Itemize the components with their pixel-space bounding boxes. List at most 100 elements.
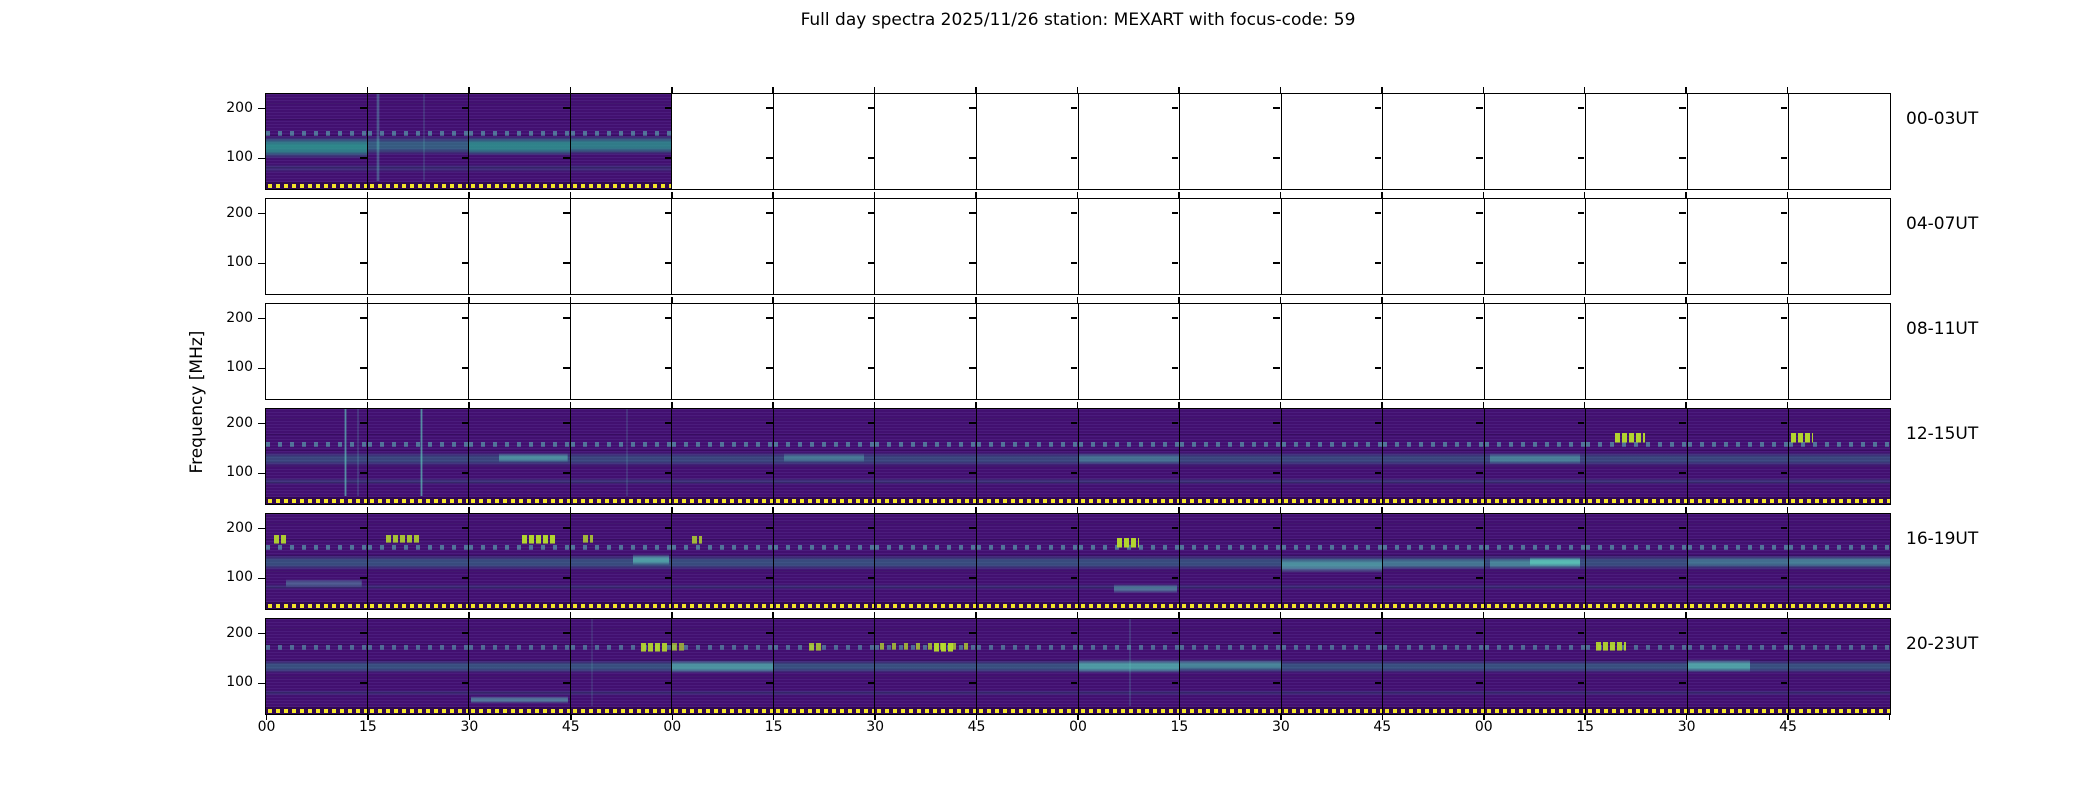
spectra-panel <box>366 94 469 189</box>
y-tick <box>1780 367 1788 369</box>
spectra-panel <box>1382 619 1484 714</box>
spectra-panel <box>1483 514 1586 609</box>
spectra-panel <box>1686 514 1789 609</box>
y-tick <box>360 262 367 264</box>
y-tick <box>461 107 469 109</box>
y-tick-label: 100 <box>226 149 253 166</box>
x-tick <box>671 87 673 93</box>
y-tick <box>969 577 976 579</box>
x-tick-label: 00 <box>1069 719 1087 735</box>
y-tick <box>1171 157 1179 159</box>
y-tick <box>664 577 672 579</box>
spectra-row <box>265 297 1891 400</box>
y-tick <box>1070 157 1077 159</box>
spectra-panel <box>366 199 469 294</box>
spectra-panel <box>1179 304 1281 399</box>
spectra-panel <box>468 409 570 504</box>
x-tick <box>1381 507 1383 513</box>
y-tick <box>360 317 367 319</box>
x-tick <box>975 192 977 198</box>
spectra-panel <box>1179 199 1281 294</box>
y-tick <box>766 212 773 214</box>
y-tick <box>1374 317 1382 319</box>
y-tick <box>1577 527 1585 529</box>
y-tick <box>461 682 469 684</box>
y-tick <box>1171 422 1179 424</box>
x-tick <box>1482 402 1484 408</box>
spectra-panel <box>671 199 773 294</box>
spectra-panel <box>1382 514 1484 609</box>
spectra-panel <box>1686 304 1789 399</box>
y-tick <box>563 682 570 684</box>
y-tick <box>766 107 773 109</box>
x-tick <box>1076 612 1079 618</box>
x-tick <box>468 402 470 408</box>
x-tick <box>468 612 470 618</box>
y-tick <box>563 262 570 264</box>
spectra-panel <box>266 94 367 189</box>
spectra-panel <box>975 409 1078 504</box>
y-tick <box>1070 317 1077 319</box>
y-tick <box>1780 682 1788 684</box>
spectra-panel <box>874 94 976 189</box>
y-tick <box>1070 367 1077 369</box>
y-tick <box>1476 212 1483 214</box>
y-tick <box>969 212 976 214</box>
spectra-panel <box>975 619 1078 714</box>
x-tick <box>1076 507 1079 513</box>
y-tick <box>766 577 773 579</box>
x-tick <box>1583 87 1586 93</box>
y-tick-label: 200 <box>226 309 253 326</box>
y-tick-label: 200 <box>226 204 253 221</box>
y-tick <box>461 212 469 214</box>
spectra-panel <box>1483 619 1586 714</box>
y-tick <box>563 367 570 369</box>
spectra-row <box>265 192 1891 295</box>
y-tick <box>1171 682 1179 684</box>
y-tick <box>1679 107 1686 109</box>
x-tick-label: 15 <box>359 719 377 735</box>
row-label: 08-11UT <box>1906 319 1979 339</box>
x-tick <box>366 87 369 93</box>
x-tick <box>366 507 369 513</box>
spectra-panel <box>266 304 367 399</box>
spectra-panel <box>772 409 875 504</box>
y-tick <box>563 212 570 214</box>
y-tick <box>1070 107 1077 109</box>
y-tick <box>1273 212 1280 214</box>
y-tick <box>766 262 773 264</box>
y-tick <box>360 682 367 684</box>
spectra-panel <box>1788 304 1890 399</box>
spectra-panel <box>874 514 976 609</box>
spectra-panel <box>1179 619 1281 714</box>
y-tick <box>1273 682 1280 684</box>
x-tick <box>1178 192 1180 198</box>
spectra-panel <box>1382 199 1484 294</box>
y-tick <box>1476 262 1483 264</box>
y-tick <box>1476 107 1483 109</box>
y-tick <box>766 472 773 474</box>
spectra-panel <box>1077 619 1180 714</box>
y-tick <box>1070 577 1077 579</box>
x-tick-label: 15 <box>1170 719 1189 735</box>
spectra-panel <box>671 514 773 609</box>
y-tick <box>257 527 266 530</box>
x-tick <box>1178 297 1180 303</box>
spectra-panel <box>1788 94 1890 189</box>
y-tick <box>1070 527 1077 529</box>
y-tick <box>1273 157 1280 159</box>
y-tick <box>257 317 266 320</box>
x-tick <box>265 715 268 720</box>
spectra-panel <box>266 514 367 609</box>
y-tick <box>257 472 266 475</box>
y-tick <box>1374 632 1382 634</box>
y-tick <box>461 262 469 264</box>
x-tick <box>1786 402 1789 408</box>
x-tick <box>772 192 774 198</box>
x-tick <box>569 87 572 93</box>
y-tick <box>969 157 976 159</box>
x-tick <box>366 402 369 408</box>
y-tick <box>563 632 570 634</box>
y-tick <box>1476 472 1483 474</box>
y-tick <box>1780 317 1788 319</box>
